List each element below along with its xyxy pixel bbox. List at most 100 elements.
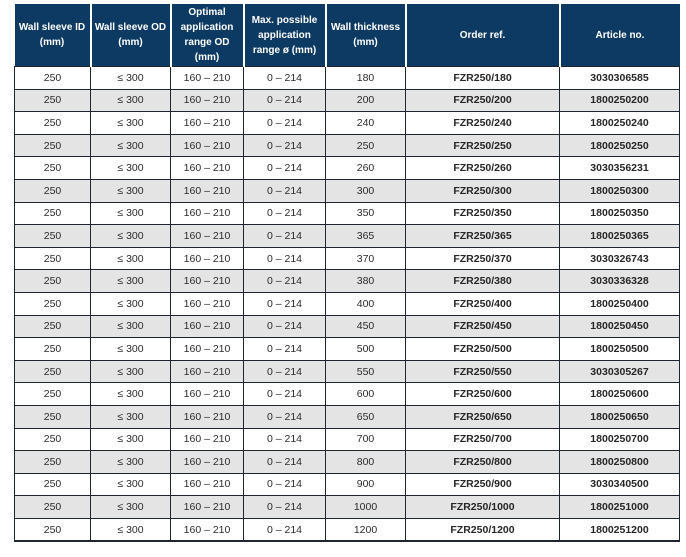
table-cell: ≤ 300: [90, 450, 171, 474]
table-cell: 380: [325, 269, 406, 293]
table-cell: 0 – 214: [243, 88, 326, 113]
table-cell: 160 – 210: [170, 450, 244, 474]
table-row: 250 ≤ 300 160 – 210 0 – 214 370 FZR250/370 303…: [14, 246, 680, 271]
table-body: 250 ≤ 300 160 – 210 0 – 214 180 FZR250/180 303…: [14, 66, 680, 543]
table-cell: 0 – 214: [243, 495, 326, 519]
table-cell: FZR250/1200: [405, 517, 560, 543]
table-cell: 0 – 214: [243, 382, 326, 406]
table-cell: 250: [14, 66, 91, 90]
table-row: 250 ≤ 300 160 – 210 0 – 214 180 FZR250/180 303…: [14, 66, 680, 90]
table-cell: 250: [14, 201, 91, 226]
table-cell: FZR250/500: [405, 337, 560, 361]
table-cell: 370: [325, 246, 406, 271]
table-row: 250 ≤ 300 160 – 210 0 – 214 650 FZR250/650 180…: [14, 404, 680, 429]
table-cell: 1800250350: [559, 201, 680, 226]
table-cell: 0 – 214: [243, 133, 326, 158]
table-cell: 160 – 210: [170, 359, 244, 384]
table-cell: 1800250300: [559, 178, 680, 203]
table-cell: 3030356231: [559, 156, 680, 180]
table-row: 250 ≤ 300 160 – 210 0 – 214 550 FZR250/550 303…: [14, 359, 680, 384]
table-cell: 250: [14, 382, 91, 406]
table-cell: FZR250/400: [405, 291, 560, 316]
table-row: 250 ≤ 300 160 – 210 0 – 214 600 FZR250/600 180…: [14, 382, 680, 406]
table-cell: 250: [14, 495, 91, 519]
table-row: 250 ≤ 300 160 – 210 0 – 214 700 FZR250/700 180…: [14, 427, 680, 452]
table-cell: 3030306585: [559, 66, 680, 90]
table-cell: FZR250/900: [405, 472, 560, 497]
column-header: Wall thickness (mm): [324, 4, 406, 67]
table-cell: ≤ 300: [90, 359, 171, 384]
column-header: Order ref.: [404, 4, 560, 67]
table-cell: 3030336328: [559, 269, 680, 293]
table-cell: 160 – 210: [170, 472, 244, 497]
table-cell: ≤ 300: [90, 111, 171, 135]
table-row: 250 ≤ 300 160 – 210 0 – 214 380 FZR250/380 303…: [14, 269, 680, 293]
column-header: Wall sleeve ID (mm): [14, 4, 91, 67]
table-header-row: Wall sleeve ID (mm) Wall sleeve OD (mm) Op…: [14, 4, 680, 67]
table-row: 250 ≤ 300 160 – 210 0 – 214 240 FZR250/240 180…: [14, 111, 680, 135]
table-row: 250 ≤ 300 160 – 210 0 – 214 260 FZR250/260 303…: [14, 156, 680, 180]
table-cell: FZR250/350: [405, 201, 560, 226]
table-cell: 160 – 210: [170, 88, 244, 113]
table-cell: 160 – 210: [170, 133, 244, 158]
table-cell: 250: [14, 178, 91, 203]
table-cell: 0 – 214: [243, 359, 326, 384]
table-cell: 160 – 210: [170, 178, 244, 203]
table-cell: 1800251200: [559, 517, 680, 543]
table-cell: ≤ 300: [90, 314, 171, 339]
table-cell: 160 – 210: [170, 156, 244, 180]
table-cell: 250: [14, 450, 91, 474]
table-cell: 260: [325, 156, 406, 180]
table-cell: 250: [14, 517, 91, 543]
table-cell: ≤ 300: [90, 246, 171, 271]
table-cell: 300: [325, 178, 406, 203]
table-row: 250 ≤ 300 160 – 210 0 – 214 350 FZR250/350 180…: [14, 201, 680, 226]
table-cell: 0 – 214: [243, 337, 326, 361]
table-row: 250 ≤ 300 160 – 210 0 – 214 200 FZR250/200 180…: [14, 88, 680, 113]
table-cell: 250: [14, 337, 91, 361]
column-header: Optimal application range OD (mm): [169, 4, 244, 67]
table-row: 250 ≤ 300 160 – 210 0 – 214 365 FZR250/365 180…: [14, 224, 680, 248]
table-cell: 160 – 210: [170, 495, 244, 519]
table-row: 250 ≤ 300 160 – 210 0 – 214 300 FZR250/300 180…: [14, 178, 680, 203]
table-cell: 0 – 214: [243, 427, 326, 452]
table-cell: 160 – 210: [170, 201, 244, 226]
table-row: 250 ≤ 300 160 – 210 0 – 214 1200 FZR250/1200 1…: [14, 517, 680, 543]
table-cell: 250: [14, 156, 91, 180]
table-cell: 1800251000: [559, 495, 680, 519]
table-cell: ≤ 300: [90, 382, 171, 406]
column-header: Max. possible application range ø (mm): [242, 4, 326, 67]
table-header: Wall sleeve ID (mm) Wall sleeve OD (mm) Op…: [14, 4, 680, 67]
table-cell: 3030340500: [559, 472, 680, 497]
table-cell: 1800250200: [559, 88, 680, 113]
table-cell: 1800250450: [559, 314, 680, 339]
table-cell: FZR250/1000: [405, 495, 560, 519]
table-cell: 250: [14, 314, 91, 339]
table-cell: 250: [14, 224, 91, 248]
table-cell: 240: [325, 111, 406, 135]
table-cell: 0 – 214: [243, 201, 326, 226]
table-cell: 250: [14, 472, 91, 497]
table-cell: ≤ 300: [90, 156, 171, 180]
table-cell: 3030326743: [559, 246, 680, 271]
table-cell: FZR250/450: [405, 314, 560, 339]
table-cell: 1800250700: [559, 427, 680, 452]
table-cell: 160 – 210: [170, 246, 244, 271]
table-cell: 0 – 214: [243, 517, 326, 543]
table-cell: 400: [325, 291, 406, 316]
table-cell: 160 – 210: [170, 427, 244, 452]
table-cell: FZR250/700: [405, 427, 560, 452]
table-cell: 0 – 214: [243, 450, 326, 474]
table-cell: 180: [325, 66, 406, 90]
table-cell: FZR250/365: [405, 224, 560, 248]
table-row: 250 ≤ 300 160 – 210 0 – 214 900 FZR250/900 303…: [14, 472, 680, 497]
table-cell: 250: [14, 269, 91, 293]
table-cell: 500: [325, 337, 406, 361]
table-cell: FZR250/200: [405, 88, 560, 113]
table-cell: 1800250500: [559, 337, 680, 361]
table-cell: ≤ 300: [90, 404, 171, 429]
table-cell: ≤ 300: [90, 337, 171, 361]
table-cell: 250: [14, 404, 91, 429]
product-spec-table: Wall sleeve ID (mm) Wall sleeve OD (mm) Op…: [14, 4, 680, 543]
table-row: 250 ≤ 300 160 – 210 0 – 214 500 FZR250/500 180…: [14, 337, 680, 361]
